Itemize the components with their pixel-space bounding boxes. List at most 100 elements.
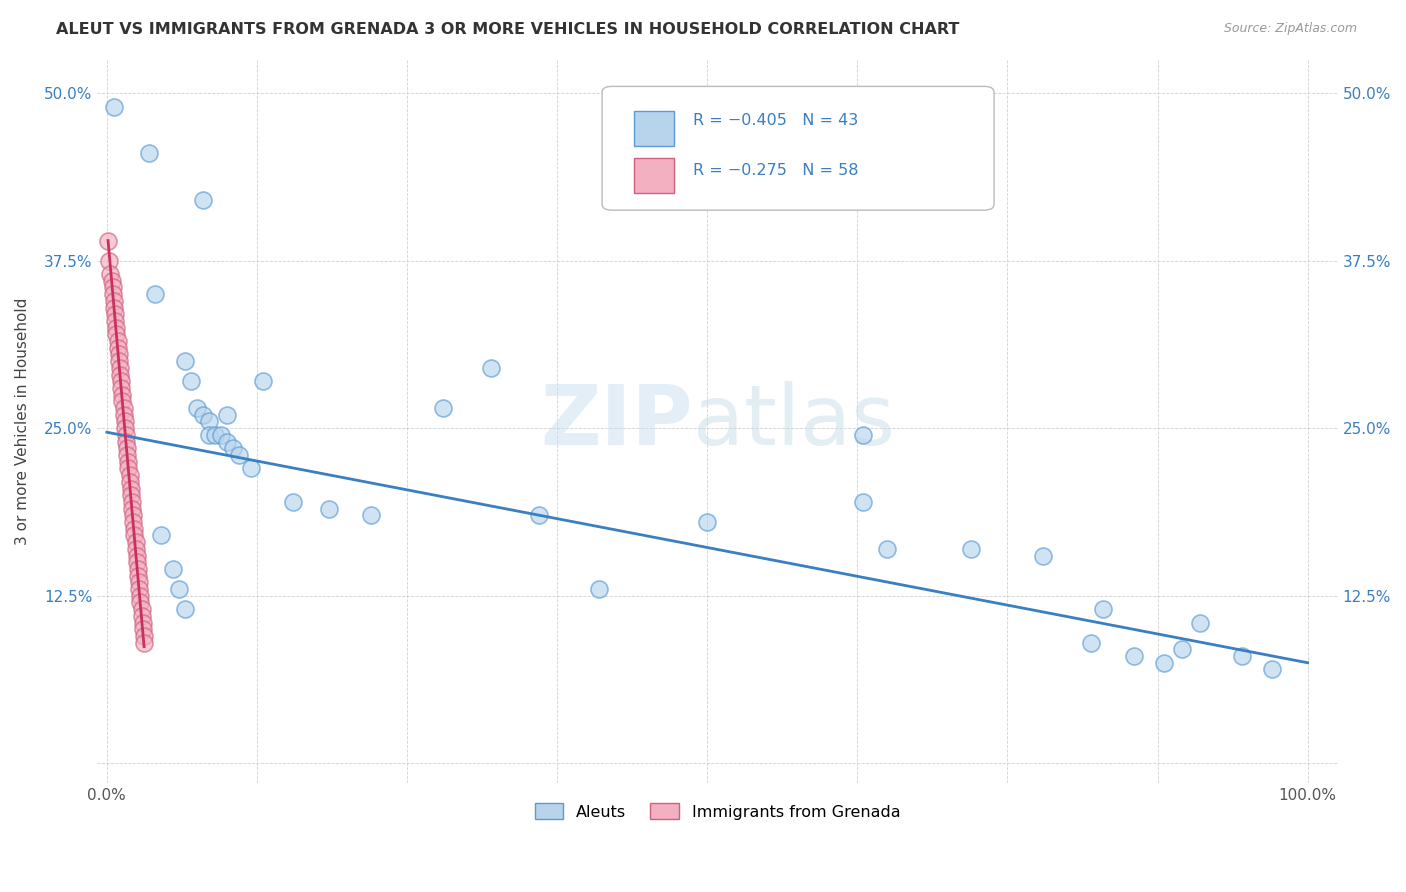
Immigrants from Grenada — [112, 408, 135, 422]
Immigrants from Grenada — [118, 475, 141, 489]
Aleuts — [1230, 648, 1253, 663]
Immigrants from Grenada — [129, 595, 152, 609]
Immigrants from Grenada — [117, 455, 139, 469]
Immigrants from Grenada — [108, 368, 131, 382]
Text: atlas: atlas — [693, 381, 894, 462]
Aleuts — [1122, 648, 1144, 663]
Immigrants from Grenada — [98, 253, 121, 268]
Aleuts — [527, 508, 550, 523]
Immigrants from Grenada — [131, 602, 153, 616]
Immigrants from Grenada — [121, 501, 143, 516]
Text: R = −0.275   N = 58: R = −0.275 N = 58 — [693, 163, 858, 178]
Aleuts — [960, 541, 983, 556]
Immigrants from Grenada — [120, 488, 142, 502]
Immigrants from Grenada — [112, 401, 135, 416]
Aleuts — [696, 515, 718, 529]
Immigrants from Grenada — [105, 320, 128, 334]
Aleuts — [215, 434, 238, 449]
Aleuts — [432, 401, 454, 416]
FancyBboxPatch shape — [634, 159, 673, 194]
Aleuts — [174, 354, 197, 368]
Aleuts — [222, 442, 245, 456]
Aleuts — [318, 501, 340, 516]
FancyBboxPatch shape — [602, 87, 994, 211]
Immigrants from Grenada — [108, 347, 131, 361]
Immigrants from Grenada — [128, 582, 150, 596]
Immigrants from Grenada — [117, 448, 139, 462]
Legend: Aleuts, Immigrants from Grenada: Aleuts, Immigrants from Grenada — [529, 797, 907, 826]
Immigrants from Grenada — [132, 615, 155, 630]
Aleuts — [191, 408, 214, 422]
Immigrants from Grenada — [115, 434, 138, 449]
Text: ZIP: ZIP — [540, 381, 693, 462]
Immigrants from Grenada — [129, 589, 152, 603]
Immigrants from Grenada — [122, 508, 145, 523]
Immigrants from Grenada — [120, 482, 142, 496]
Immigrants from Grenada — [103, 301, 125, 315]
Immigrants from Grenada — [117, 442, 139, 456]
Aleuts — [852, 428, 875, 442]
Immigrants from Grenada — [100, 274, 122, 288]
Aleuts — [167, 582, 190, 596]
Immigrants from Grenada — [125, 549, 148, 563]
Aleuts — [228, 448, 250, 462]
Immigrants from Grenada — [118, 468, 141, 483]
Immigrants from Grenada — [124, 528, 146, 542]
Aleuts — [1092, 602, 1115, 616]
Immigrants from Grenada — [103, 293, 125, 308]
Aleuts — [180, 374, 202, 388]
Immigrants from Grenada — [100, 267, 122, 281]
Aleuts — [588, 582, 610, 596]
Immigrants from Grenada — [124, 522, 146, 536]
Immigrants from Grenada — [111, 394, 134, 409]
Aleuts — [1032, 549, 1054, 563]
Aleuts — [852, 495, 875, 509]
Text: ALEUT VS IMMIGRANTS FROM GRENADA 3 OR MORE VEHICLES IN HOUSEHOLD CORRELATION CHA: ALEUT VS IMMIGRANTS FROM GRENADA 3 OR MO… — [56, 22, 960, 37]
Immigrants from Grenada — [117, 461, 139, 475]
Aleuts — [1260, 663, 1282, 677]
Text: Source: ZipAtlas.com: Source: ZipAtlas.com — [1223, 22, 1357, 36]
Immigrants from Grenada — [127, 568, 149, 582]
Aleuts — [252, 374, 274, 388]
Aleuts — [103, 99, 125, 113]
Aleuts — [215, 408, 238, 422]
Immigrants from Grenada — [107, 334, 129, 348]
Immigrants from Grenada — [111, 387, 134, 401]
Aleuts — [239, 461, 262, 475]
Immigrants from Grenada — [110, 381, 132, 395]
Immigrants from Grenada — [101, 280, 124, 294]
Aleuts — [479, 360, 502, 375]
Immigrants from Grenada — [125, 555, 148, 569]
Immigrants from Grenada — [131, 608, 153, 623]
Aleuts — [198, 415, 221, 429]
Aleuts — [209, 428, 232, 442]
Aleuts — [1153, 656, 1175, 670]
Immigrants from Grenada — [108, 360, 131, 375]
Aleuts — [876, 541, 898, 556]
Immigrants from Grenada — [122, 515, 145, 529]
Immigrants from Grenada — [107, 341, 129, 355]
Immigrants from Grenada — [132, 622, 155, 636]
FancyBboxPatch shape — [634, 112, 673, 146]
Immigrants from Grenada — [108, 354, 131, 368]
Aleuts — [281, 495, 304, 509]
Immigrants from Grenada — [115, 428, 138, 442]
Y-axis label: 3 or more Vehicles in Household: 3 or more Vehicles in Household — [15, 298, 30, 545]
Immigrants from Grenada — [104, 314, 127, 328]
Immigrants from Grenada — [110, 374, 132, 388]
Immigrants from Grenada — [124, 535, 146, 549]
Immigrants from Grenada — [132, 629, 155, 643]
Immigrants from Grenada — [132, 635, 155, 649]
Aleuts — [204, 428, 226, 442]
Aleuts — [191, 194, 214, 208]
Immigrants from Grenada — [105, 327, 128, 342]
Immigrants from Grenada — [101, 287, 124, 301]
Immigrants from Grenada — [97, 234, 120, 248]
Immigrants from Grenada — [128, 575, 150, 590]
Immigrants from Grenada — [114, 415, 136, 429]
Immigrants from Grenada — [124, 541, 146, 556]
Aleuts — [174, 602, 197, 616]
Aleuts — [1080, 635, 1102, 649]
Aleuts — [1170, 642, 1192, 657]
Immigrants from Grenada — [127, 562, 149, 576]
